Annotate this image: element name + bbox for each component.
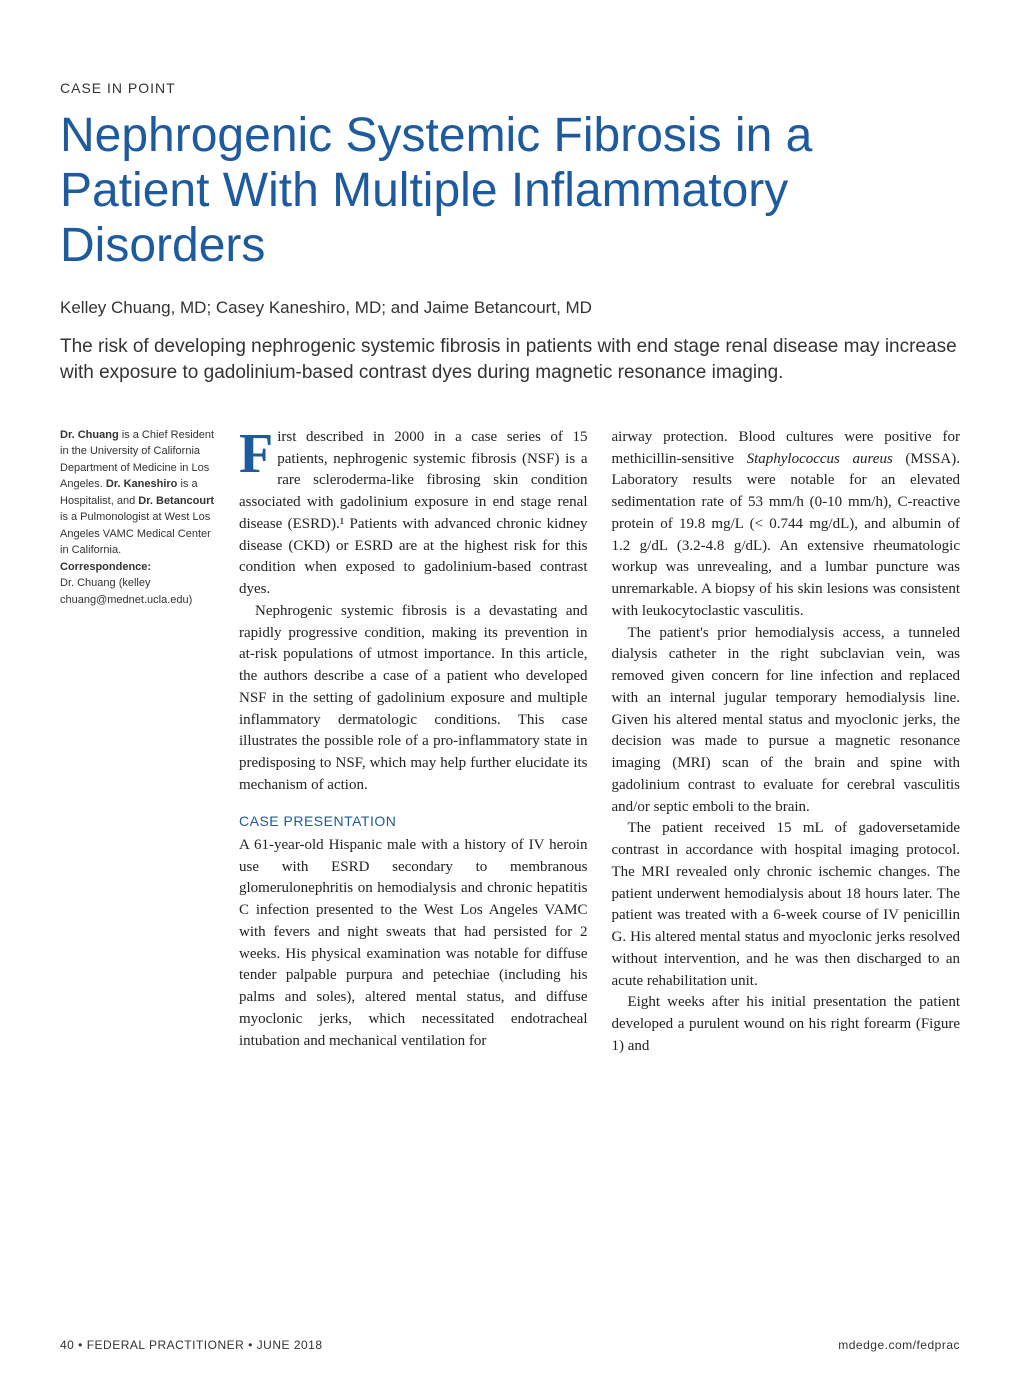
article-subtitle: The risk of developing nephrogenic syste… xyxy=(60,334,960,387)
content-area: Dr. Chuang is a Chief Resident in the Un… xyxy=(60,427,960,1058)
author-bio-sidebar: Dr. Chuang is a Chief Resident in the Un… xyxy=(60,427,215,1058)
paragraph-col2-1: airway protection. Blood cultures were p… xyxy=(612,427,961,623)
paragraph-2: Nephrogenic systemic fibrosis is a devas… xyxy=(239,601,588,797)
section-label: CASE IN POINT xyxy=(60,80,960,96)
intro-paragraph: First described in 2000 in a case series… xyxy=(239,427,588,601)
correspondence-text: Dr. Chuang (kelley chuang@mednet.ucla.ed… xyxy=(60,577,192,606)
p1-post: (MSSA). Laboratory results were notable … xyxy=(612,451,961,619)
correspondence-label: Correspondence: xyxy=(60,561,151,573)
footer-left: 40 • FEDERAL PRACTITIONER • JUNE 2018 xyxy=(60,1338,323,1352)
paragraph-col2-2: The patient's prior hemodialysis access,… xyxy=(612,623,961,819)
drop-cap: F xyxy=(239,431,273,479)
paragraph-col2-4: Eight weeks after his initial presentati… xyxy=(612,992,961,1057)
organism-name: Staphylococcus aureus xyxy=(747,451,893,467)
case-presentation-heading: CASE PRESENTATION xyxy=(239,811,588,831)
footer-right: mdedge.com/fedprac xyxy=(838,1338,960,1352)
page-footer: 40 • FEDERAL PRACTITIONER • JUNE 2018 md… xyxy=(60,1338,960,1352)
column-left: First described in 2000 in a case series… xyxy=(239,427,588,1058)
column-right: airway protection. Blood cultures were p… xyxy=(612,427,961,1058)
authors-line: Kelley Chuang, MD; Casey Kaneshiro, MD; … xyxy=(60,298,960,318)
p1-text: irst described in 2000 in a case series … xyxy=(239,429,588,597)
correspondence-block: Correspondence: Dr. Chuang (kelley chuan… xyxy=(60,559,215,609)
main-columns: First described in 2000 in a case series… xyxy=(239,427,960,1058)
bio-text: Dr. Chuang is a Chief Resident in the Un… xyxy=(60,427,215,559)
paragraph-col2-3: The patient received 15 mL of gadoverset… xyxy=(612,818,961,992)
paragraph-3: A 61-year-old Hispanic male with a histo… xyxy=(239,835,588,1053)
article-title: Nephrogenic Systemic Fibrosis in a Patie… xyxy=(60,108,960,274)
